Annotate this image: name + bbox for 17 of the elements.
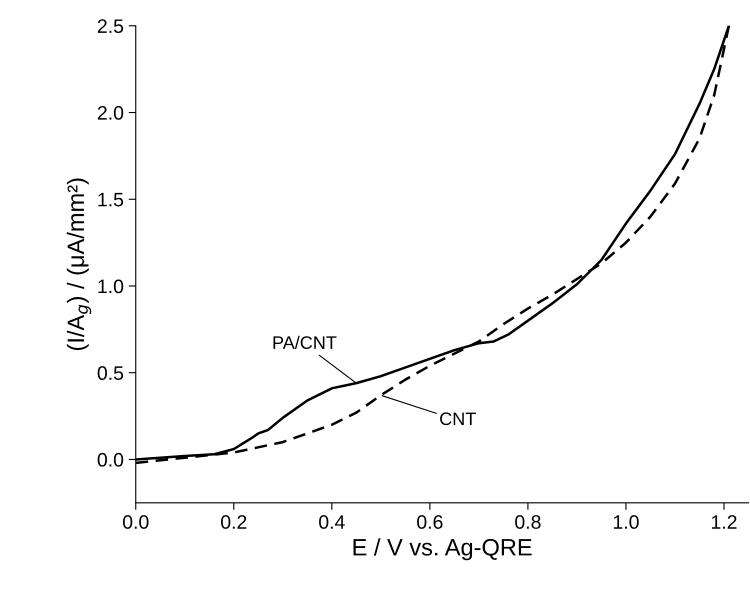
text: CNT [440, 412, 476, 426]
y-tick-label: 2.5 [98, 19, 124, 34]
y-tick-label: 0.0 [98, 452, 124, 467]
x-tick-label: 0.2 [221, 515, 246, 529]
y-tick-label: 1.0 [98, 279, 124, 294]
x-tick-label: 0.0 [122, 515, 149, 529]
x-tick-label: 0.4 [319, 515, 345, 529]
y-tick-label: 2.0 [98, 106, 124, 120]
y-tick-label: 1.5 [98, 192, 124, 206]
x-tick-label: 1.2 [712, 515, 737, 529]
x-axis-title: E / V vs. Ag-QRE [354, 538, 532, 560]
text: PA/CNT [274, 336, 336, 349]
x-tick-label: 0.6 [417, 515, 443, 529]
y-tick-label: 0.5 [98, 366, 124, 380]
x-tick-label: 0.8 [515, 515, 541, 529]
y-axis-title: (I/A$_{g}$) / (μA/mm²) [66, 178, 92, 350]
x-tick-label: 1.0 [614, 515, 639, 529]
